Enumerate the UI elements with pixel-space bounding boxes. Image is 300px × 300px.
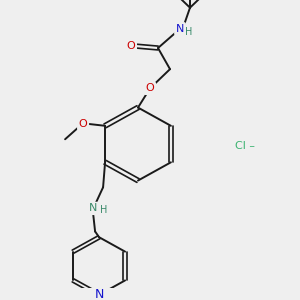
Text: N: N: [94, 288, 104, 300]
Text: N: N: [176, 24, 184, 34]
Text: N: N: [89, 203, 97, 213]
Text: O: O: [146, 83, 154, 93]
Text: H: H: [185, 27, 193, 37]
Text: H: H: [100, 205, 108, 215]
Text: O: O: [127, 41, 135, 51]
Text: Cl –: Cl –: [235, 141, 255, 151]
Text: O: O: [79, 119, 88, 129]
